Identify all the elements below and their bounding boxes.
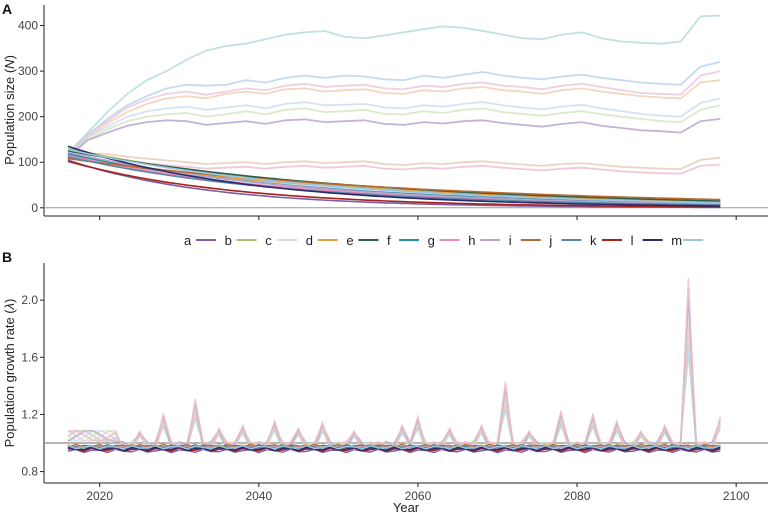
panel-a-series-h: [67, 151, 721, 205]
legend-label-i: i: [509, 233, 512, 248]
panel-a-y-tick-label: 300: [18, 64, 38, 78]
panel-a-y-tick-label: 0: [31, 201, 38, 215]
legend-label-k: k: [590, 233, 597, 248]
legend-label-b: b: [225, 233, 232, 248]
panel-b-y-title-close: ): [2, 299, 17, 303]
panel-a-y-axis-title: Population size (N): [2, 55, 17, 165]
panel-a-series-j: [67, 156, 721, 206]
panel-b: B 0.8 1.2 1.6 2.0 2020 2040 2060 2080 2100 Popu…: [2, 249, 768, 515]
panel-b-x-tick-label: 2100: [723, 489, 750, 503]
legend-label-j: j: [548, 233, 552, 248]
panel-a-trajectory-4: [67, 104, 721, 157]
panel-b-x-axis-title: Year: [393, 500, 420, 515]
panel-a: A 0 100 200 300 400 Population size (N): [2, 1, 768, 220]
panel-a-trajectory-0: [67, 14, 721, 154]
legend-label-a: a: [184, 233, 192, 248]
panel-b-x-tick-label: 2080: [564, 489, 591, 503]
panel-b-x-tick-label: 2060: [405, 489, 432, 503]
panel-a-y-tick-label: 100: [18, 155, 38, 169]
panel-a-trajectory-8: [67, 154, 721, 175]
panel-b-trajectory-7: [67, 287, 721, 452]
panel-b-label: B: [2, 249, 12, 265]
panel-b-y-tick-label: 0.8: [21, 465, 38, 479]
legend-label-c: c: [265, 233, 272, 248]
panel-b-y-title-main: Population growth rate (: [2, 309, 17, 448]
panel-a-series-m: [67, 148, 721, 204]
panel-b-series-m: [67, 444, 721, 450]
panel-a-trajectory-5: [67, 97, 721, 156]
panel-a-label: A: [2, 1, 12, 17]
panel-a-trajectory-1: [67, 61, 721, 155]
panel-a-y-title-symbol: N: [2, 59, 17, 69]
panel-b-y-tick-label: 2.0: [21, 293, 38, 307]
panel-b-trajectory-8: [67, 278, 721, 452]
panel-a-y-title-main: Population size (: [2, 68, 17, 165]
panel-a-trajectory-6: [67, 118, 721, 158]
panel-a-series-k: [67, 160, 721, 208]
panel-b-series-a: [67, 448, 721, 454]
legend-label-l: l: [631, 233, 634, 248]
panel-a-series-l: [67, 145, 721, 207]
panel-a-y-title-close: ): [2, 55, 17, 59]
legend-label-f: f: [387, 233, 391, 248]
panel-b-series-k: [67, 447, 721, 453]
panel-b-x-tick-label: 2020: [86, 489, 113, 503]
legend-label-e: e: [346, 233, 353, 248]
legend-label-m: m: [671, 233, 682, 248]
panel-b-y-tick-label: 1.2: [21, 407, 38, 421]
panel-b-series-l: [67, 446, 721, 452]
panel-b-trajectory-6: [67, 297, 721, 452]
legend: a b c d e f g h i j k l m: [184, 233, 704, 248]
panel-a-trajectory-2: [67, 79, 721, 157]
legend-label-d: d: [306, 233, 313, 248]
legend-label-g: g: [428, 233, 435, 248]
panel-a-series-i: [67, 157, 721, 201]
panel-b-y-tick-label: 1.6: [21, 350, 38, 364]
legend-label-h: h: [468, 233, 475, 248]
panel-b-x-tick-label: 2040: [245, 489, 272, 503]
panel-a-trajectory-7: [67, 152, 721, 171]
panel-a-y-tick-label: 400: [18, 19, 38, 33]
panel-a-y-tick-label: 200: [18, 110, 38, 124]
panel-b-y-axis-title: Population growth rate (λ): [2, 299, 17, 448]
panel-b-y-title-symbol: λ: [2, 303, 17, 310]
panel-a-trajectory-3: [67, 70, 721, 156]
